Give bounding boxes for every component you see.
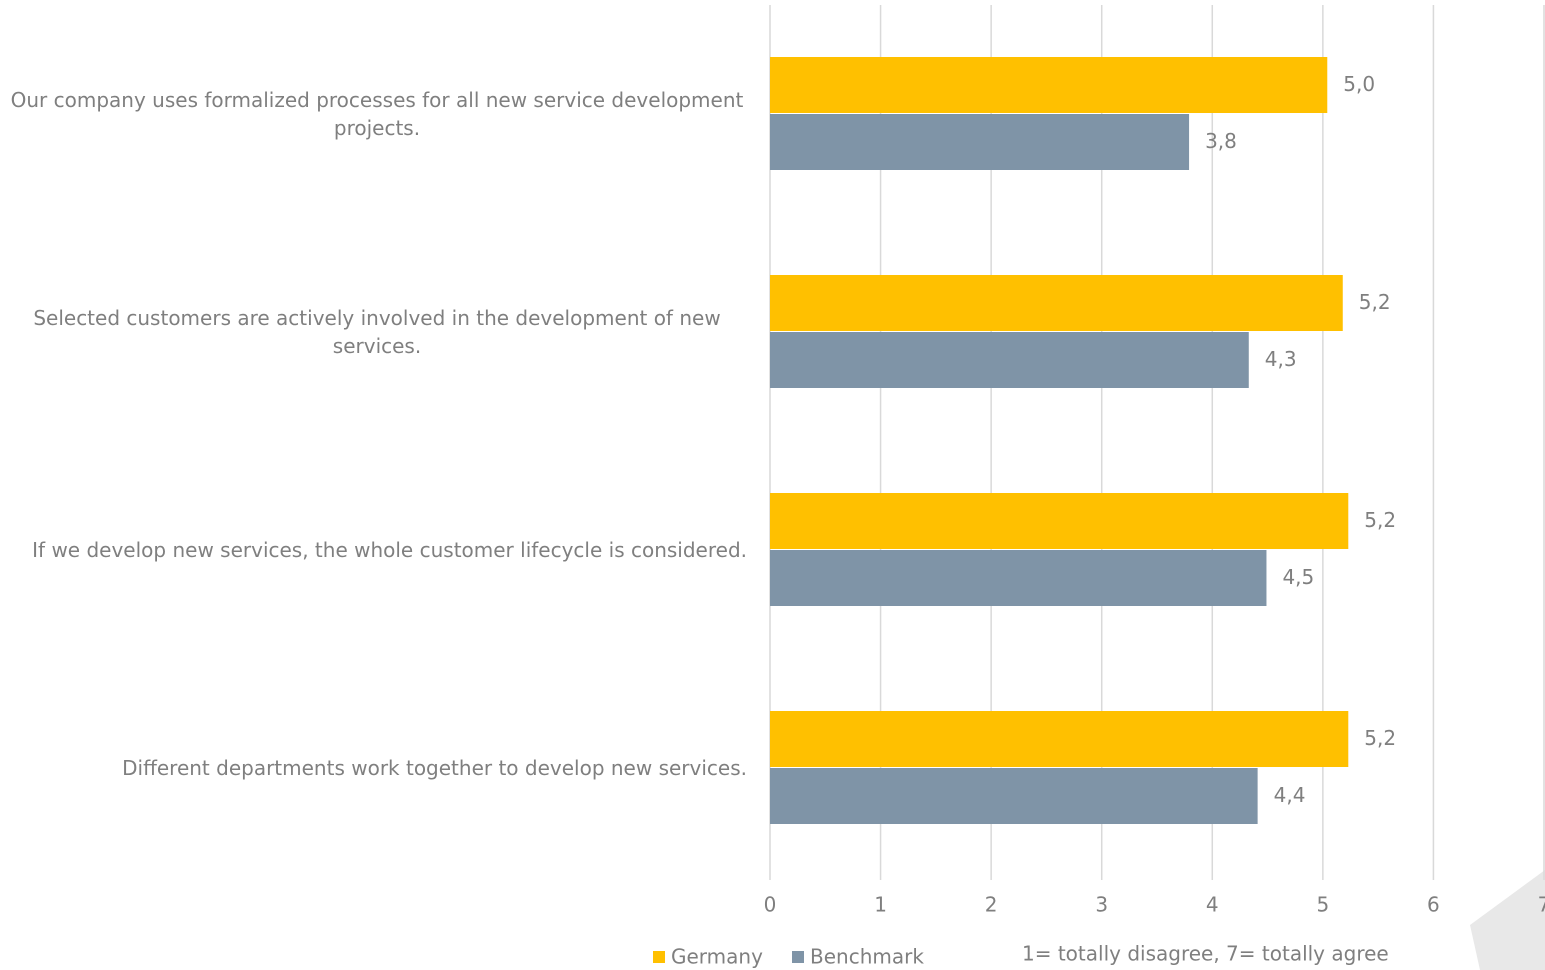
bar [770,493,1349,549]
category-text: Our company uses formalized processes fo… [10,88,744,140]
category-label: If we develop new services, the whole cu… [0,536,747,564]
x-tick-label: 0 [764,893,777,917]
legend-swatch [653,951,665,963]
x-tick-label: 5 [1316,893,1329,917]
bar [770,550,1267,606]
category-text: Selected customers are actively involved… [33,306,721,358]
legend-label: Benchmark [810,945,924,969]
category-text: If we develop new services, the whole cu… [32,538,747,562]
legend-swatch [792,951,804,963]
bar [770,332,1249,388]
x-tick-label: 4 [1206,893,1219,917]
value-label: 5,0 [1343,72,1375,96]
category-label: Different departments work together to d… [0,754,747,782]
bar [770,275,1343,331]
value-label: 4,5 [1282,565,1314,589]
x-tick-label: 3 [1095,893,1108,917]
value-label: 5,2 [1364,508,1396,532]
x-tick-label: 6 [1427,893,1440,917]
value-label: 3,8 [1205,129,1237,153]
decoration [1470,870,1545,970]
value-label: 4,4 [1274,783,1306,807]
legend-label: Germany [671,945,763,969]
bar [770,711,1349,767]
category-label: Selected customers are actively involved… [0,304,747,360]
x-tick-label: 2 [985,893,998,917]
bar [770,57,1328,113]
category-text: Different departments work together to d… [122,756,747,780]
x-tick-label: 7 [1538,893,1545,917]
value-label: 5,2 [1364,726,1396,750]
category-label: Our company uses formalized processes fo… [0,86,747,142]
bar [770,768,1258,824]
value-label: 4,3 [1265,347,1297,371]
note: 1= totally disagree, 7= totally agree [1022,942,1389,966]
value-label: 5,2 [1359,290,1391,314]
x-tick-label: 1 [874,893,887,917]
bar [770,114,1190,170]
